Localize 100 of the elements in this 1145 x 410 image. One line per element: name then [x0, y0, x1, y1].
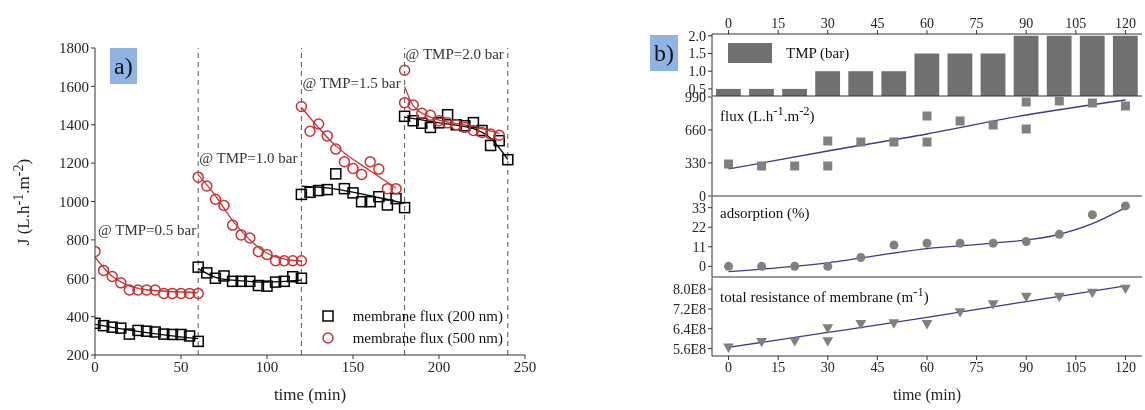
point [244, 275, 256, 288]
point [467, 116, 480, 129]
point [823, 261, 833, 271]
y-tick-label: 8.0E8 [672, 282, 706, 298]
point [856, 252, 866, 262]
point [1021, 124, 1031, 134]
point [287, 255, 299, 267]
x-tick-label: 30 [820, 359, 835, 375]
legend-label: TMP (bar) [786, 44, 850, 62]
text: flux (L.h$^{-1}$.m$^{-2}$) [720, 103, 815, 124]
point [888, 319, 900, 329]
y-tick-label: 1200 [59, 155, 89, 172]
point [441, 117, 454, 129]
point [132, 284, 144, 296]
y-tick-label: 1400 [59, 117, 89, 134]
x-tick-label: 0 [725, 359, 733, 375]
point [269, 276, 282, 288]
point [201, 180, 213, 192]
point [295, 100, 308, 113]
x-tick-label: 105 [1065, 359, 1087, 375]
point [398, 110, 411, 123]
point [373, 163, 385, 175]
point [192, 335, 204, 348]
point [441, 109, 454, 121]
point [312, 118, 325, 130]
x2-tick-label: 0 [725, 16, 733, 31]
x-tick-label: 250 [513, 358, 537, 375]
point [922, 238, 932, 248]
annotation: @ TMP=0.5 bar [98, 222, 197, 239]
x-tick-label: 150 [341, 358, 365, 375]
point [822, 337, 834, 347]
point [390, 192, 402, 205]
point [278, 275, 290, 288]
point [889, 240, 899, 250]
point [106, 270, 118, 283]
point [115, 322, 127, 334]
point [424, 109, 437, 122]
annotation: @ TMP=1.5 bar [302, 75, 401, 92]
text: b) [650, 35, 678, 71]
legend-label: membrane flux (200 nm) [352, 307, 503, 325]
point [166, 287, 179, 300]
y-tick-label: 330 [685, 155, 706, 171]
point [140, 325, 153, 337]
point [175, 328, 187, 341]
x-tick-label: 100 [255, 358, 279, 375]
point [1021, 236, 1031, 246]
point [304, 186, 316, 199]
point [756, 337, 768, 348]
point [1086, 288, 1098, 299]
y-tick-label: 1.5 [688, 46, 706, 62]
point [192, 261, 204, 273]
point [149, 326, 161, 338]
x2-tick-label: 15 [771, 16, 786, 31]
point [226, 275, 239, 288]
point [822, 324, 834, 334]
point [381, 199, 394, 211]
point [183, 330, 196, 342]
y-tick-label: 7.2E8 [672, 301, 706, 317]
x-axis-title: time (min) [893, 386, 961, 404]
point [252, 279, 265, 292]
y-tick-label: 200 [66, 347, 89, 364]
point [407, 114, 419, 127]
point [922, 111, 932, 121]
point [304, 125, 316, 138]
point [467, 124, 480, 137]
point [1120, 201, 1130, 211]
x-tick-label: 60 [920, 359, 934, 375]
point [192, 171, 204, 183]
point [115, 277, 127, 289]
point [330, 143, 342, 155]
x2-tick-label: 60 [920, 16, 934, 31]
point [338, 182, 351, 195]
point [955, 116, 965, 126]
point [209, 272, 222, 284]
point [364, 156, 376, 168]
x2-tick-label: 90 [1019, 16, 1034, 31]
point [330, 168, 342, 180]
y-tick-label: 22 [692, 220, 706, 236]
point [493, 129, 505, 142]
point [1054, 229, 1064, 239]
x-tick-label: 45 [870, 359, 885, 375]
point [355, 195, 368, 208]
point [132, 324, 144, 337]
point [398, 64, 411, 77]
point [123, 328, 136, 340]
y-tick-label: 1600 [59, 78, 89, 95]
point [790, 261, 800, 271]
point [192, 287, 204, 300]
point [398, 201, 411, 214]
point [757, 161, 767, 171]
point [295, 255, 308, 267]
point [1087, 210, 1097, 220]
y-tick-label: 0 [699, 259, 706, 275]
point [373, 190, 385, 203]
point [218, 199, 230, 212]
point [789, 337, 801, 347]
point [424, 121, 437, 134]
x-axis-title: time (min) [273, 385, 347, 404]
y-tick-label: 11 [692, 239, 706, 255]
point [209, 193, 222, 205]
